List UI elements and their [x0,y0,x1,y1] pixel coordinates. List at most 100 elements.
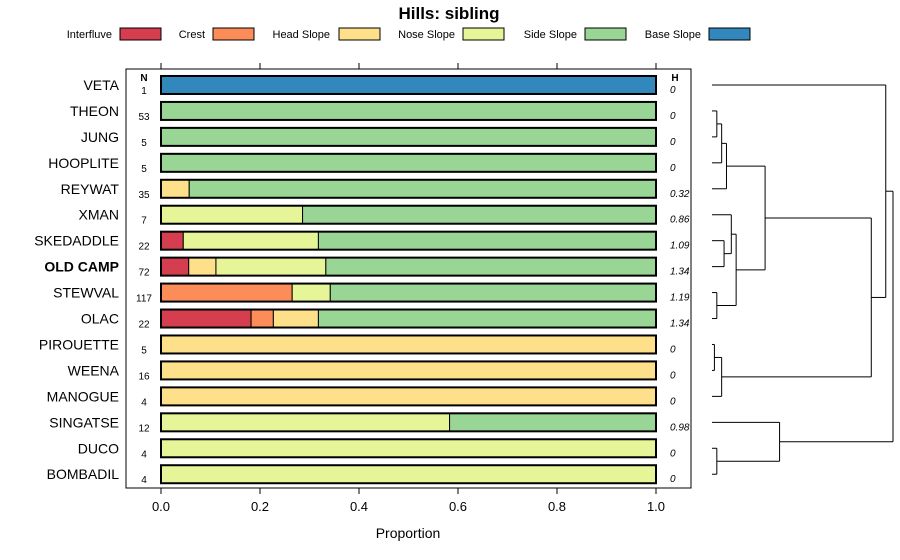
category-label: THEON [70,103,119,119]
bar-outline [160,100,657,121]
h-value: 1.34 [670,319,690,330]
category-label: HOOPLITE [48,155,119,171]
h-value: 0 [670,85,676,96]
legend: Interfluve Crest Head Slope Nose Slope Side … [67,27,751,41]
bar-segment [160,334,657,354]
category-label: VETA [83,77,119,93]
legend-swatch [212,27,255,41]
n-value: 117 [136,294,152,305]
n-header: N [140,73,147,84]
bar-segment [160,412,451,432]
bar-outline [160,204,657,225]
bar-outline [160,360,657,381]
bar-outline [160,178,657,199]
h-value: 0 [670,448,676,459]
dendrogram [712,84,894,475]
h-value: 0 [670,370,676,381]
n-value: 72 [138,268,150,279]
bar-outline [160,464,657,485]
category-label: STEWVAL [53,285,119,301]
x-tick-label: 0.4 [350,499,368,514]
bar-outline [160,334,657,355]
n-value: 4 [141,449,147,460]
category-label: JUNG [81,129,119,145]
legend-label: Interfluve [67,29,112,41]
n-value: 4 [141,475,147,486]
bar-segment [317,231,657,251]
category-label: BOMBADIL [47,466,120,482]
bar-segment [160,127,657,147]
n-value: 22 [138,320,150,331]
plot-area: 0.0 0.2 0.4 0.6 0.8 1.0 N H VETA 1 0 THEON 53 0 JUNG 5 0… [34,63,692,514]
bar-outline [160,230,657,251]
h-header: H [671,73,678,84]
n-value: 7 [141,216,147,227]
h-value: 0 [670,111,676,122]
h-value: 0.32 [670,189,690,200]
h-value: 1.19 [670,293,690,304]
h-value: 0 [670,163,676,174]
x-tick-label: 0.2 [251,499,269,514]
legend-swatch [119,27,162,41]
bar-segment [160,179,190,199]
legend-label: Nose Slope [398,29,455,41]
bar-segment [329,283,657,303]
h-value: 1.34 [670,267,690,278]
bar-segment [160,257,190,277]
h-value: 0 [670,474,676,485]
category-label: OLD CAMP [44,259,119,275]
h-value: 1.09 [670,241,690,252]
category-label: OLAC [81,311,119,327]
n-value: 22 [138,242,150,253]
legend-label: Crest [179,29,205,41]
n-value: 12 [138,423,150,434]
bar-segment [188,179,657,199]
h-value: 0.98 [670,422,690,433]
n-value: 35 [138,190,150,201]
category-label: PIROUETTE [39,336,119,352]
legend-swatch [584,27,627,41]
legend-swatch [708,27,751,41]
bar-segment [182,231,319,251]
n-value: 5 [141,164,147,175]
bar-outline [160,438,657,459]
bar-segment [291,283,331,303]
category-label: XMAN [79,207,119,223]
legend-label: Head Slope [273,29,331,41]
x-tick-label: 0.8 [548,499,566,514]
legend-label: Side Slope [524,29,577,41]
bar-outline [160,412,657,433]
bar-outline [160,308,657,329]
x-tick-label: 0.6 [449,499,467,514]
n-value: 16 [138,371,150,382]
n-value: 5 [141,138,147,149]
bar-segment [449,412,657,432]
legend-swatch [338,27,381,41]
category-label: SKEDADDLE [34,233,119,249]
bar-segment [160,438,657,458]
n-value: 4 [141,397,147,408]
bar-segment [160,205,304,225]
category-label: DUCO [78,440,119,456]
bar-segment [302,205,657,225]
bar-segment [160,101,657,121]
bar-segment [160,464,657,484]
plot-frame [125,68,692,489]
n-value: 1 [141,86,147,97]
legend-swatch [462,27,505,41]
h-value: 0 [670,344,676,355]
h-value: 0 [670,137,676,148]
bar-segment [160,360,657,380]
bar-outline [160,152,657,173]
x-tick-label: 1.0 [647,499,665,514]
category-label: WEENA [68,362,120,378]
x-tick-label: 0.0 [152,499,170,514]
n-value: 5 [141,345,147,356]
bar-segment [160,283,293,303]
bar-outline [160,282,657,303]
bar-outline [160,126,657,147]
category-label: MANOGUE [47,388,119,404]
h-value: 0 [670,396,676,407]
legend-label: Base Slope [645,29,701,41]
